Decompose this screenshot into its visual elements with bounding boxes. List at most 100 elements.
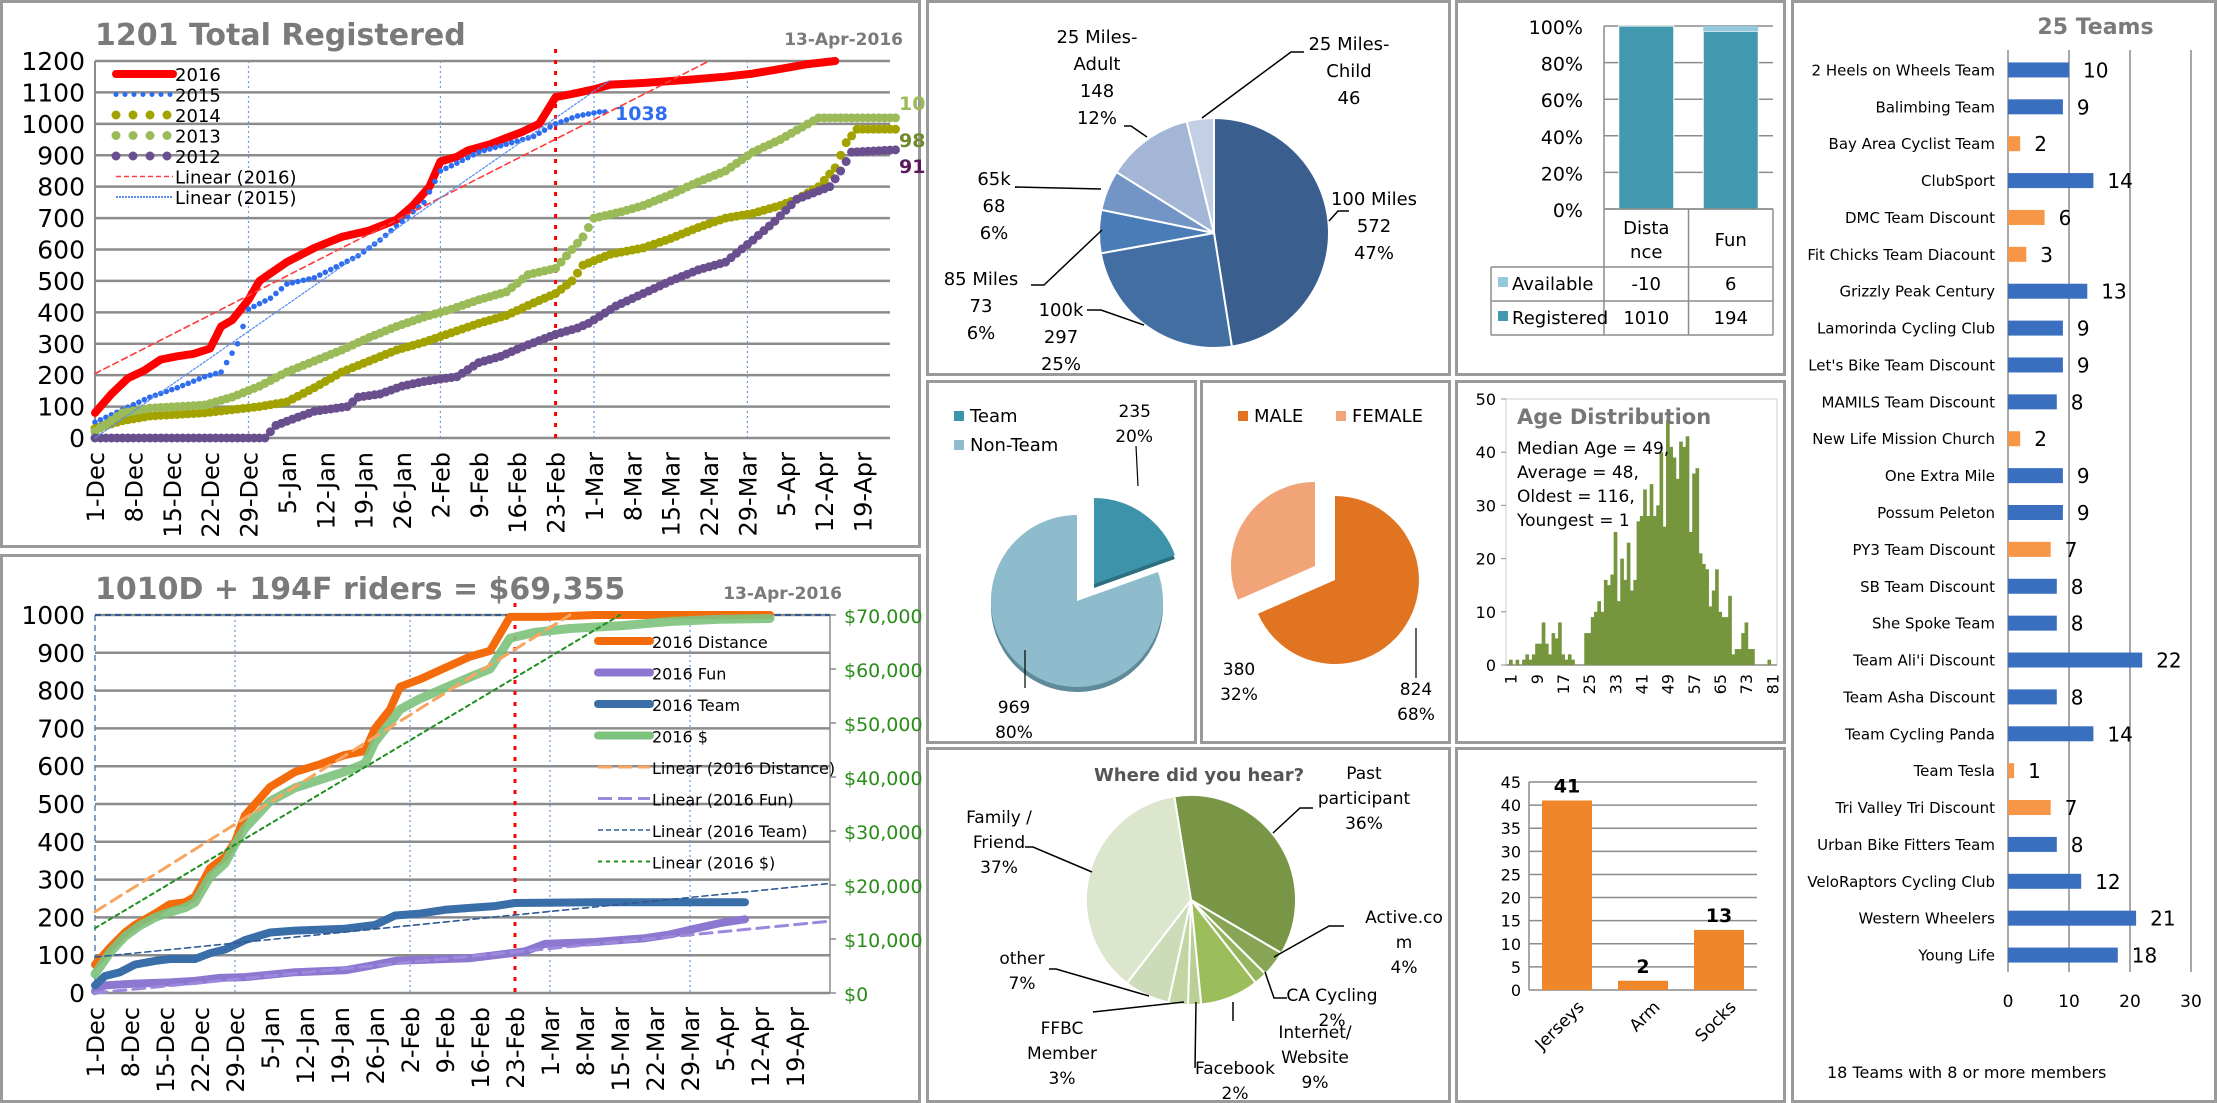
data-label: 9 (2077, 353, 2090, 377)
x-tick-label: 8-Mar (619, 452, 647, 521)
team-label: Team Tesla (1913, 762, 1995, 780)
team-label: Team Cycling Panda (1844, 725, 1995, 743)
histogram-bar (1551, 633, 1556, 665)
bar-jerseys (1542, 800, 1592, 990)
histogram-bar (1711, 590, 1716, 665)
data-point (470, 152, 477, 158)
bar-registered (1618, 25, 1675, 210)
team-bar (2008, 209, 2045, 225)
data-point (284, 281, 290, 287)
histogram-bar (1607, 585, 1611, 665)
x-tick-label: 30 (2180, 992, 2202, 1012)
x-tick-label: 0 (2003, 992, 2014, 1012)
leader-line (1194, 1001, 1197, 1069)
data-label: 3 (2040, 243, 2053, 267)
pie-label: 3% (1049, 1069, 1076, 1089)
leader-line (1135, 445, 1139, 487)
series-2016 (91, 57, 840, 417)
team-label: Possum Peleton (1877, 504, 1995, 522)
data-label: 2 (1636, 956, 1649, 978)
pie-label: 6% (980, 223, 1009, 244)
data-point (251, 303, 257, 310)
legend-label: 2014 (175, 106, 221, 127)
data-point (240, 323, 246, 330)
data-point (580, 112, 586, 118)
y-tick-label: 800 (37, 173, 85, 202)
team-label: MAMILS Team Discount (1822, 393, 1996, 411)
legend-swatch (1498, 311, 1508, 321)
data-point (572, 238, 582, 248)
histogram-bar (1522, 659, 1526, 665)
data-point (475, 149, 482, 155)
legend-swatch (1238, 411, 1248, 421)
histogram-bar (1688, 532, 1693, 665)
y2-tick-label: $30,000 (844, 822, 923, 844)
x-tick-label: 29-Dec (222, 1007, 250, 1093)
data-point (841, 157, 851, 167)
legend-label: 2016 (175, 65, 221, 86)
pie-label: m (1396, 933, 1413, 953)
y-tick-label: 25 (1501, 865, 1521, 884)
date-label: 13-Apr-2016 (723, 584, 842, 604)
histogram-bar (1623, 579, 1628, 665)
pie-label: Past (1346, 764, 1382, 784)
x-tick-label: 15-Mar (607, 1007, 635, 1092)
team-bar (2008, 173, 2094, 189)
pie-slice-100-miles (1213, 116, 1330, 348)
y-tick-label: 300 (37, 330, 85, 359)
team-label: Bay Area Cyclist Team (1829, 135, 1995, 153)
y-tick-label: 15 (1501, 912, 1521, 931)
y-tick-label: 45 (1501, 773, 1521, 792)
team-bar (2008, 541, 2051, 557)
y-tick-label: 20% (1541, 163, 1583, 185)
data-point (278, 285, 285, 292)
histogram-bar (1535, 643, 1539, 665)
x-tick-label: 2-Feb (397, 1007, 425, 1073)
data-label: 9 (2077, 464, 2090, 488)
data-point (437, 168, 444, 174)
pie-label: 2% (1222, 1084, 1249, 1103)
table-row-label: Registered (1512, 308, 1608, 329)
data-point (201, 373, 208, 380)
data-label: 9 (2077, 95, 2090, 119)
data-point (267, 295, 274, 301)
histogram-bar (1528, 659, 1533, 665)
team-label: Let's Bike Team Discount (1808, 356, 1995, 374)
team-bar (2008, 136, 2021, 152)
y-tick-label: 35 (1501, 819, 1521, 838)
histogram-bar (1721, 617, 1726, 665)
histogram-bar (1666, 420, 1670, 665)
histogram-bar (1561, 654, 1566, 665)
teams-chart: 25 Teams 0 10 20 30 2 Heels on Wheels Team 10 B… (1807, 15, 2202, 1082)
x-tick-label: 5-Apr (773, 452, 801, 517)
histogram-bar (1662, 526, 1667, 665)
y-tick-label: 0 (69, 424, 85, 453)
pie-label: Internet/ (1278, 1023, 1352, 1043)
x-tick-label: 5-Jan (274, 452, 302, 514)
x-tick-label: Jerseys (1531, 997, 1589, 1055)
legend-label: Linear (2016) (175, 168, 297, 189)
data-point (454, 160, 460, 166)
histogram-bar (1594, 611, 1598, 665)
pie-label: Website (1281, 1048, 1349, 1068)
total-registered-panel: 1201 Total Registered 13-Apr-2016 0 100 200 3… (0, 0, 952, 548)
team-bar (2008, 873, 2082, 889)
annotation-line: Average = 48, (1517, 463, 1639, 483)
pie-label: Child (1326, 61, 1371, 82)
y2-tick-label: $60,000 (844, 660, 923, 682)
x-tick-label: 26-Jan (362, 1007, 390, 1085)
pie-label: 7% (1009, 974, 1036, 994)
data-point (459, 157, 466, 164)
pie-slice-female (1230, 481, 1315, 600)
pie-label: 12% (1077, 108, 1117, 129)
category-label: Dista (1623, 218, 1669, 239)
data-point (212, 370, 219, 377)
data-point (207, 372, 213, 378)
data-point (492, 144, 499, 151)
histogram-bar (1531, 654, 1536, 665)
x-tick-label: 8-Dec (120, 452, 148, 522)
pie-label: 100 Miles (1331, 189, 1417, 210)
team-bar (2008, 505, 2063, 520)
histogram-bar (1679, 441, 1683, 665)
data-label: 68% (1397, 705, 1435, 725)
